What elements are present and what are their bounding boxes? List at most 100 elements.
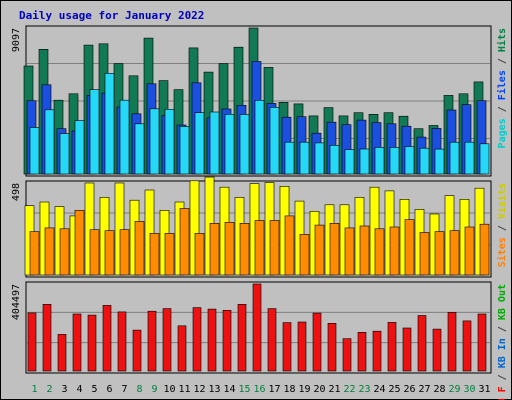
panel-hits-ymax-label: 9097 (11, 28, 22, 52)
bar-kbytes-kb-f-day-4 (72, 313, 82, 372)
bar-hits-pages-day-8 (134, 123, 145, 175)
legend-item-2-0: KB F (497, 386, 508, 400)
bar-kbytes-kb-f-day-12 (192, 307, 202, 372)
x-tick-day-31: 31 (478, 384, 490, 395)
bar-hits-pages-day-14 (224, 114, 235, 175)
bar-hits-pages-day-27 (419, 147, 430, 175)
x-tick-day-12: 12 (193, 384, 205, 395)
bar-hits-pages-day-26 (404, 146, 415, 175)
panel-visits-legend: Sites / Visits (496, 183, 508, 267)
bar-visits-sites-day-11 (179, 208, 190, 276)
bar-kbytes-kb-f-day-6 (102, 305, 112, 372)
bar-hits-pages-day-16 (254, 100, 265, 175)
bar-visits-sites-day-26 (404, 219, 415, 276)
x-tick-day-30: 30 (463, 384, 475, 395)
bar-hits-pages-day-3 (59, 133, 70, 175)
bar-visits-visits-day-12 (189, 180, 200, 276)
bar-visits-sites-day-10 (164, 233, 175, 276)
bar-kbytes-kb-f-day-11 (177, 325, 187, 372)
bar-kbytes-kb-f-day-30 (462, 320, 472, 372)
x-axis-day-labels: 1 2 3 4 5 6 7 8 9 10 11 12 13 14 15 16 17 18 19 20 21 22 23 24 2… (31, 384, 490, 395)
bar-visits-sites-day-17 (269, 220, 280, 276)
bar-hits-pages-day-17 (269, 107, 280, 175)
bar-hits-pages-day-23 (359, 148, 370, 175)
bar-visits-sites-day-22 (344, 227, 355, 276)
bar-kbytes-kb-f-day-20 (312, 312, 322, 372)
x-tick-day-20: 20 (313, 384, 325, 395)
bar-visits-sites-day-31 (479, 223, 490, 276)
x-tick-day-9: 9 (151, 384, 157, 395)
bar-hits-pages-day-24 (374, 147, 385, 175)
bar-visits-sites-day-7 (119, 229, 130, 276)
bar-kbytes-kb-f-day-29 (447, 311, 457, 372)
bar-kbytes-kb-f-day-3 (57, 334, 67, 372)
bar-visits-sites-day-8 (134, 221, 145, 276)
bar-visits-sites-day-5 (89, 229, 100, 276)
chart-title: Daily usage for January 2022 (19, 9, 204, 22)
panel-visits: 498 Sites / Visits (11, 176, 508, 278)
bar-hits-pages-day-20 (314, 142, 325, 175)
bar-hits-pages-day-9 (149, 108, 160, 175)
x-tick-day-28: 28 (433, 384, 445, 395)
bar-visits-sites-day-25 (389, 226, 400, 276)
x-tick-day-13: 13 (208, 384, 220, 395)
bar-visits-sites-day-16 (254, 220, 265, 276)
bar-kbytes-kb-f-day-25 (387, 322, 397, 372)
x-tick-day-10: 10 (163, 384, 175, 395)
x-tick-day-18: 18 (283, 384, 295, 395)
bar-visits-sites-day-29 (449, 230, 460, 276)
bar-hits-pages-day-31 (479, 143, 490, 175)
bar-kbytes-kb-f-day-13 (207, 308, 217, 372)
legend-item-2-2: KB In (497, 338, 508, 368)
bar-kbytes-kb-f-day-17 (267, 308, 277, 372)
bar-visits-sites-day-14 (224, 222, 235, 276)
bar-kbytes-kb-f-day-2 (42, 303, 52, 372)
bar-kbytes-kb-f-day-21 (327, 322, 337, 372)
bar-visits-sites-day-13 (209, 223, 220, 276)
panel-kbytes: 404497 KB F / KB In / KB Out (11, 281, 508, 400)
panel-hits-legend: Pages / Files / Hits (496, 28, 508, 148)
x-tick-day-21: 21 (328, 384, 340, 395)
bar-hits-pages-day-25 (389, 147, 400, 175)
bar-visits-sites-day-28 (434, 231, 445, 276)
bar-visits-sites-day-12 (194, 233, 205, 276)
bar-kbytes-kb-f-day-23 (357, 331, 367, 372)
bar-hits-pages-day-12 (194, 112, 205, 175)
bar-visits-sites-day-15 (239, 223, 250, 276)
bar-kbytes-kb-f-day-18 (282, 322, 292, 372)
x-tick-day-3: 3 (61, 384, 67, 395)
bar-visits-sites-day-18 (284, 215, 295, 276)
x-tick-day-5: 5 (91, 384, 97, 395)
bar-visits-sites-day-9 (149, 233, 160, 276)
bar-hits-pages-day-13 (209, 111, 220, 175)
bar-visits-sites-day-27 (419, 232, 430, 276)
bar-hits-pages-day-4 (74, 120, 85, 175)
legend-item-1-2: Visits (496, 183, 508, 219)
bar-visits-sites-day-30 (464, 226, 475, 276)
bar-kbytes-kb-f-day-5 (87, 314, 97, 372)
bar-kbytes-kb-f-day-19 (297, 321, 307, 372)
legend-item-0-3: / (497, 52, 508, 70)
panel-hits: 9097 Pages / Files / Hits (11, 25, 508, 177)
bar-kbytes-kb-f-day-26 (402, 327, 412, 372)
bar-hits-pages-day-30 (464, 141, 475, 175)
bar-visits-visits-day-7 (114, 182, 125, 276)
x-tick-day-22: 22 (343, 384, 355, 395)
legend-item-0-0: Pages (497, 118, 508, 148)
bar-visits-sites-day-20 (314, 224, 325, 276)
bar-hits-pages-day-2 (44, 109, 55, 175)
legend-item-1-1: / (497, 219, 508, 237)
bar-visits-sites-day-6 (104, 230, 115, 276)
legend-item-0-4: Hits (496, 28, 508, 52)
bar-visits-sites-day-24 (374, 228, 385, 276)
bar-visits-sites-day-21 (329, 223, 340, 276)
x-tick-day-8: 8 (136, 384, 142, 395)
bar-hits-pages-day-1 (29, 127, 40, 175)
bar-hits-pages-day-7 (119, 99, 130, 175)
bar-visits-sites-day-2 (44, 227, 55, 276)
bar-kbytes-kb-f-day-14 (222, 309, 232, 372)
bar-hits-pages-day-22 (344, 149, 355, 175)
x-tick-day-6: 6 (106, 384, 112, 395)
bar-kbytes-kb-f-day-10 (162, 308, 172, 372)
panel-kbytes-ymax-label: 404497 (11, 284, 22, 320)
